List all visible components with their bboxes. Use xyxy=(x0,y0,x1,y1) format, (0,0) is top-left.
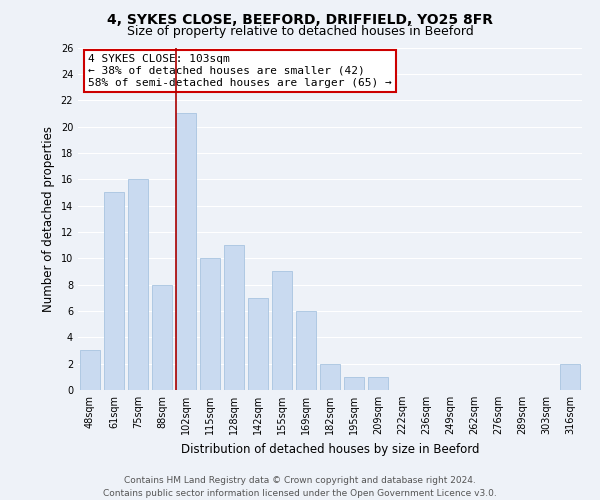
Bar xyxy=(152,284,172,390)
Bar xyxy=(560,364,580,390)
Bar xyxy=(248,298,268,390)
X-axis label: Distribution of detached houses by size in Beeford: Distribution of detached houses by size … xyxy=(181,442,479,456)
Bar xyxy=(128,179,148,390)
Y-axis label: Number of detached properties: Number of detached properties xyxy=(42,126,55,312)
Text: Contains HM Land Registry data © Crown copyright and database right 2024.
Contai: Contains HM Land Registry data © Crown c… xyxy=(103,476,497,498)
Bar xyxy=(272,272,292,390)
Bar xyxy=(320,364,340,390)
Bar xyxy=(224,245,244,390)
Text: 4, SYKES CLOSE, BEEFORD, DRIFFIELD, YO25 8FR: 4, SYKES CLOSE, BEEFORD, DRIFFIELD, YO25… xyxy=(107,12,493,26)
Bar xyxy=(368,377,388,390)
Bar xyxy=(200,258,220,390)
Text: Size of property relative to detached houses in Beeford: Size of property relative to detached ho… xyxy=(127,25,473,38)
Bar xyxy=(80,350,100,390)
Bar xyxy=(104,192,124,390)
Bar xyxy=(176,114,196,390)
Bar xyxy=(296,311,316,390)
Text: 4 SYKES CLOSE: 103sqm
← 38% of detached houses are smaller (42)
58% of semi-deta: 4 SYKES CLOSE: 103sqm ← 38% of detached … xyxy=(88,54,392,88)
Bar xyxy=(344,377,364,390)
